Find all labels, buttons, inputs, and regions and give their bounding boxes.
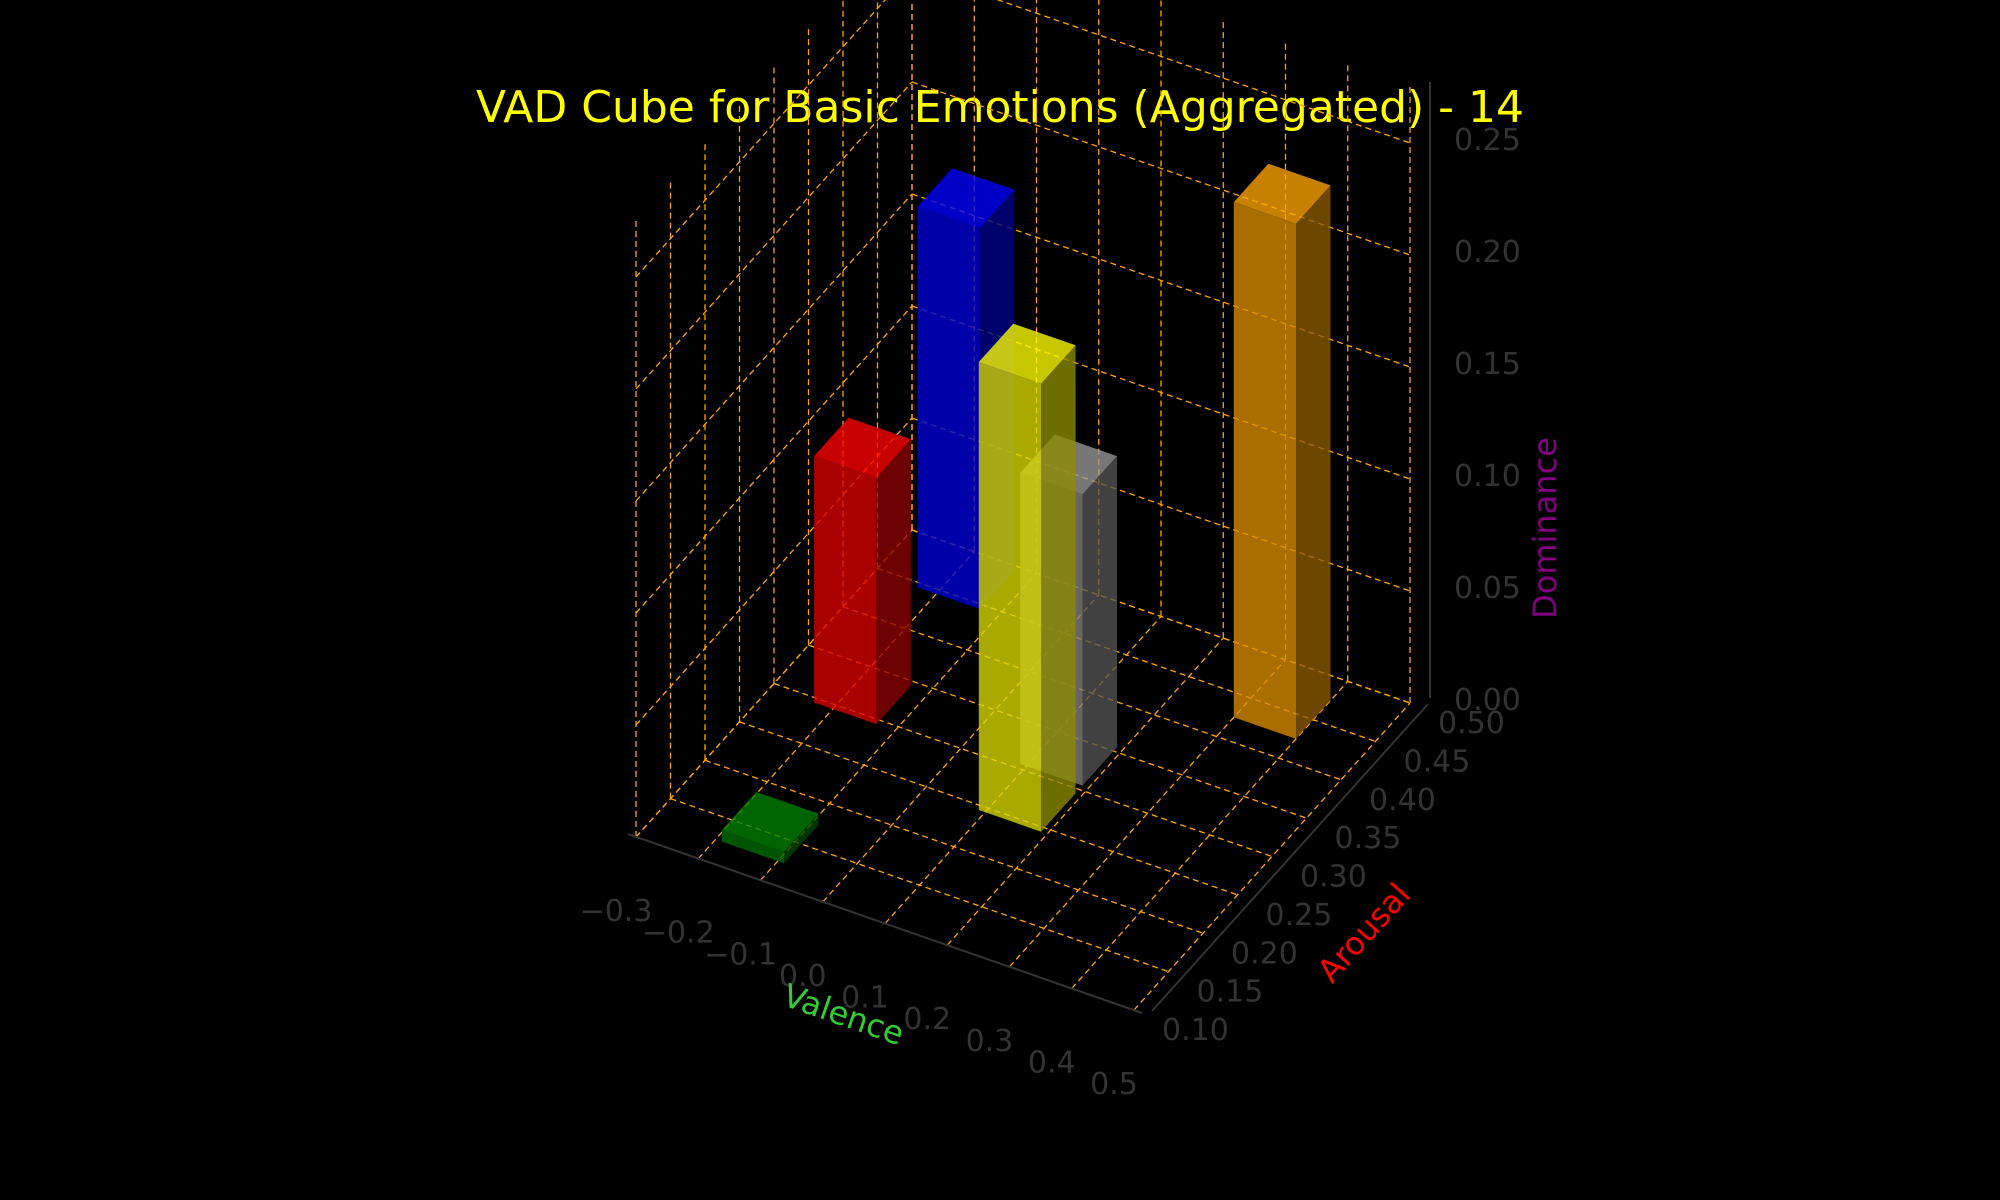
y-tick-label: 0.45: [1404, 744, 1471, 779]
grid-line: [911, 305, 1411, 480]
grid-line: [635, 305, 913, 614]
x-tick-label: 0.0: [779, 959, 827, 994]
bar-top-face: [1233, 163, 1331, 224]
bar-front-face: [1233, 202, 1296, 739]
bar: [978, 323, 1076, 832]
bar-top-face: [814, 417, 911, 478]
tick-labels: −0.3−0.2−0.10.00.10.20.30.40.50.100.150.…: [580, 123, 1521, 1102]
grid-line: [670, 798, 1169, 973]
x-tick-label: −0.2: [642, 916, 715, 951]
x-tick-label: −0.1: [704, 937, 777, 972]
grid-line: [911, 81, 1411, 256]
z-tick-label: 0.10: [1454, 459, 1521, 494]
bar-front-face: [978, 362, 1042, 832]
bar: [814, 417, 911, 725]
y-axis-line: [1151, 703, 1429, 1012]
z-tick-label: 0.05: [1454, 571, 1521, 606]
z-tick-label: 0.25: [1454, 123, 1521, 158]
bar-side-face: [1296, 185, 1331, 739]
bars: [721, 163, 1331, 864]
grid-line: [946, 637, 1224, 946]
y-tick-label: 0.40: [1369, 783, 1436, 818]
x-tick-label: 0.3: [966, 1024, 1014, 1059]
x-tick-label: 0.4: [1028, 1045, 1076, 1080]
x-tick-label: −0.3: [580, 894, 653, 929]
bar-front-face: [721, 830, 784, 864]
z-tick-label: 0.15: [1454, 347, 1521, 382]
grid-line: [911, 529, 1411, 704]
grid-line: [635, 0, 886, 278]
bar-side-face: [1082, 456, 1117, 786]
bar-top-face: [978, 323, 1076, 384]
y-tick-label: 0.30: [1300, 860, 1367, 895]
grid-line: [635, 193, 913, 502]
grid-line: [911, 193, 1411, 368]
grid-line: [1133, 702, 1411, 1011]
bar-front-face: [917, 206, 980, 609]
bar-side-face: [876, 439, 911, 725]
y-tick-label: 0.15: [1197, 975, 1264, 1010]
grid-line: [877, 567, 1376, 742]
y-tick-label: 0.10: [1162, 1013, 1229, 1048]
bar: [1233, 163, 1331, 739]
x-tick-label: 0.2: [903, 1002, 951, 1037]
bar-top-face: [721, 792, 819, 852]
bar-side-face: [784, 813, 819, 864]
grid-line: [996, 0, 1411, 144]
chart-title: VAD Cube for Basic Emotions (Aggregated)…: [475, 82, 1525, 133]
bar: [721, 792, 819, 864]
grid-line: [1071, 680, 1349, 989]
x-tick-label: 0.5: [1090, 1067, 1138, 1102]
bar-front-face: [814, 456, 877, 725]
grid-line: [704, 759, 1204, 934]
z-tick-label: 0.00: [1454, 683, 1521, 718]
x-tick-label: 0.1: [841, 981, 889, 1016]
bar-side-face: [1041, 345, 1076, 832]
y-tick-label: 0.25: [1266, 898, 1333, 933]
y-tick-label: 0.50: [1438, 706, 1505, 741]
y-tick-label: 0.35: [1335, 821, 1402, 856]
grid-line: [697, 551, 975, 860]
y-tick-label: 0.20: [1231, 936, 1298, 971]
z-axis-label: Dominance: [1526, 437, 1564, 619]
grid-line: [635, 81, 913, 390]
x-axis-line: [627, 833, 1143, 1014]
grid-line: [911, 417, 1411, 592]
bar-top-face: [917, 168, 1015, 229]
z-tick-label: 0.20: [1454, 235, 1521, 270]
